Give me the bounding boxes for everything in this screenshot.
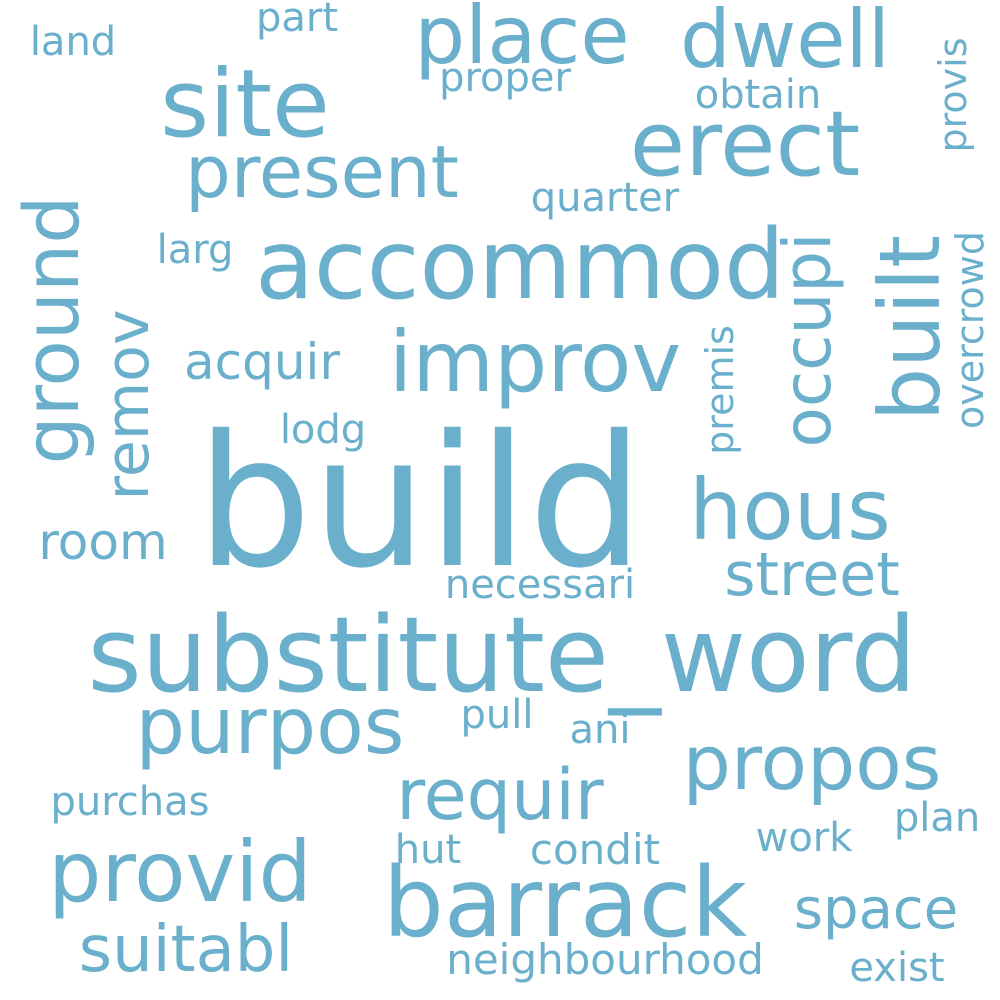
word-lodg: lodg — [279, 407, 367, 453]
word-provid: provid — [48, 823, 312, 921]
word-ground: ground — [7, 195, 96, 465]
word-necessari: necessari — [444, 562, 636, 608]
word-propos: propos — [682, 718, 942, 807]
word-remov: remov — [93, 309, 163, 501]
word-place: place — [414, 0, 630, 82]
word-ani: ani — [569, 707, 631, 753]
word-hut: hut — [394, 827, 462, 873]
word-neighbourhood: neighbourhood — [446, 935, 764, 984]
word-present: present — [185, 130, 459, 214]
word-purpos: purpos — [135, 682, 405, 772]
word-obtain: obtain — [694, 72, 822, 118]
word-purchas: purchas — [50, 779, 210, 825]
word-suitabl: suitabl — [78, 913, 294, 987]
word-occupi: occupi — [769, 232, 846, 448]
word-plan: plan — [893, 795, 981, 841]
word-proper: proper — [439, 55, 571, 101]
word-barrack: barrack — [382, 847, 748, 959]
word-work: work — [755, 815, 853, 861]
word-larg: larg — [156, 227, 234, 273]
word-dwell: dwell — [680, 0, 890, 86]
word-acquir: acquir — [183, 333, 341, 391]
word-space: space — [793, 877, 959, 942]
word-land: land — [29, 19, 117, 65]
word-provis: provis — [931, 37, 975, 153]
word-condit: condit — [529, 825, 661, 874]
word-part: part — [255, 0, 339, 41]
word-exist: exist — [849, 945, 945, 991]
word-accommod: accommod — [255, 209, 785, 321]
word-overcrowd: overcrowd — [948, 230, 992, 430]
word-quarter: quarter — [530, 175, 680, 221]
word-build: build — [196, 396, 644, 608]
word-substitute-word: substitute_word — [87, 594, 917, 716]
word-pull: pull — [460, 692, 534, 738]
word-improv: improv — [388, 313, 682, 411]
word-site: site — [160, 50, 330, 159]
word-hous: hous — [689, 461, 891, 559]
word-premis: premis — [698, 325, 742, 455]
word-built: built — [861, 234, 959, 422]
word-street: street — [724, 540, 900, 610]
word-requir: requir — [396, 754, 604, 836]
word-erect: erect — [629, 92, 861, 197]
word-room: room — [38, 513, 168, 571]
